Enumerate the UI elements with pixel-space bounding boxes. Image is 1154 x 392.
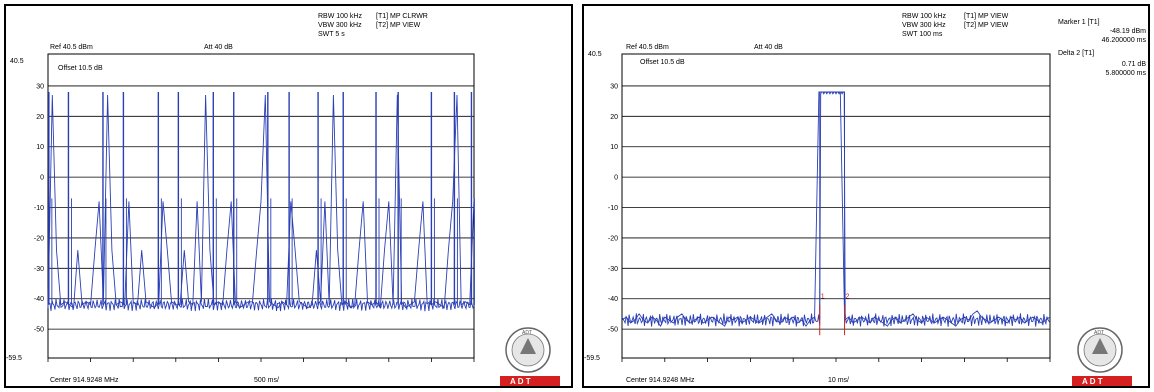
chart-left-svg: RBW 100 kHz VBW 300 kHz SWT 5 s [T1] MP … xyxy=(6,13,560,386)
adt-letters: A D T xyxy=(510,377,531,386)
y-tick-label: 30 xyxy=(610,83,618,90)
marker1-level: -48.19 dBm xyxy=(1110,28,1146,35)
y-tick-label: -20 xyxy=(608,235,618,242)
adt-bar xyxy=(500,376,560,386)
rbw-label: RBW 100 kHz xyxy=(318,13,362,20)
chart-right-svg: RBW 100 kHz VBW 300 kHz SWT 100 ms [T1] … xyxy=(584,13,1147,386)
noise-floor-trace xyxy=(47,298,475,312)
delta2-level: 0.71 dB xyxy=(1122,61,1146,68)
y-top-label: 40.5 xyxy=(10,58,24,65)
trace2-label: [T2] MP VIEW xyxy=(376,22,421,29)
marker1-label: Marker 1 [T1] xyxy=(1058,19,1100,26)
plot-frame xyxy=(621,53,1051,359)
y-tick-label: 0 xyxy=(40,175,44,182)
y-tick-label: -40 xyxy=(34,296,44,303)
att-label: Att 40 dB xyxy=(204,44,233,51)
plot-area-right: 30 20 10 0 -10 -20 -30 -40 -50 1 2 xyxy=(608,53,1051,362)
logo-caption: ADT xyxy=(522,330,532,336)
y-tick-label: -40 xyxy=(608,296,618,303)
noise-trace xyxy=(621,91,1051,327)
y-tick-label: -30 xyxy=(608,266,618,273)
y-tick-label: -50 xyxy=(34,327,44,334)
chart-panel-right: RBW 100 kHz VBW 300 kHz SWT 100 ms [T1] … xyxy=(582,4,1150,388)
trace1-label: [T1] MP VIEW xyxy=(964,13,1009,20)
swt-label: SWT 5 s xyxy=(318,31,345,38)
y-tick-label: -50 xyxy=(608,327,618,334)
y-tick-label: 30 xyxy=(36,83,44,90)
delta2-time: 5.800000 ms xyxy=(1106,70,1147,77)
offset-label: Offset 10.5 dB xyxy=(58,65,103,72)
marker-1-label: 1 xyxy=(821,294,825,301)
trace2-label: [T2] MP VIEW xyxy=(964,22,1009,29)
y-tick-label: 20 xyxy=(610,114,618,121)
y-tick-label: -30 xyxy=(34,266,44,273)
span-label: 500 ms/ xyxy=(254,377,279,384)
y-tick-label: 10 xyxy=(36,144,44,151)
y-tick-label: 10 xyxy=(610,144,618,151)
marker-2-label: 2 xyxy=(846,294,850,301)
logo-caption: ADT xyxy=(1094,330,1104,336)
delta2-label: Delta 2 [T1] xyxy=(1058,50,1094,57)
y-tick-label: 0 xyxy=(614,175,618,182)
vbw-label: VBW 300 kHz xyxy=(902,22,946,29)
vbw-label: VBW 300 kHz xyxy=(318,22,362,29)
center-label: Center 914.9248 MHz xyxy=(626,377,695,384)
chart-panel-left: RBW 100 kHz VBW 300 kHz SWT 5 s [T1] MP … xyxy=(4,4,573,388)
trace-line xyxy=(621,91,1051,327)
pulse-outline xyxy=(819,91,846,320)
adt-logo-right: ADT A D T xyxy=(1072,327,1132,386)
offset-label: Offset 10.5 dB xyxy=(640,59,685,66)
adt-bar xyxy=(1072,376,1132,386)
trace1-label: [T1] MP CLRWR xyxy=(376,13,428,20)
swt-label: SWT 100 ms xyxy=(902,31,943,38)
adt-logo-left: ADT A D T xyxy=(500,327,560,386)
y-bottom-label: -59.5 xyxy=(6,355,22,362)
y-tick-label: -10 xyxy=(34,205,44,212)
ref-label: Ref 40.5 dBm xyxy=(50,44,93,51)
rbw-label: RBW 100 kHz xyxy=(902,13,946,20)
marker1-time: 46.200000 ms xyxy=(1102,37,1147,44)
y-tick-label: 20 xyxy=(36,114,44,121)
y-tick-label: -20 xyxy=(34,235,44,242)
plot-area-left: 30 20 10 0 -10 -20 -30 -40 -50 xyxy=(34,53,475,362)
y-bottom-label: -59.5 xyxy=(584,355,600,362)
y-top-label: 40.5 xyxy=(588,51,602,58)
trace-line xyxy=(47,94,475,310)
center-label: Center 914.9248 MHz xyxy=(50,377,119,384)
adt-letters: A D T xyxy=(1082,377,1103,386)
ref-label: Ref 40.5 dBm xyxy=(626,44,669,51)
span-label: 10 ms/ xyxy=(828,377,849,384)
y-tick-label: -10 xyxy=(608,205,618,212)
att-label: Att 40 dB xyxy=(754,44,783,51)
